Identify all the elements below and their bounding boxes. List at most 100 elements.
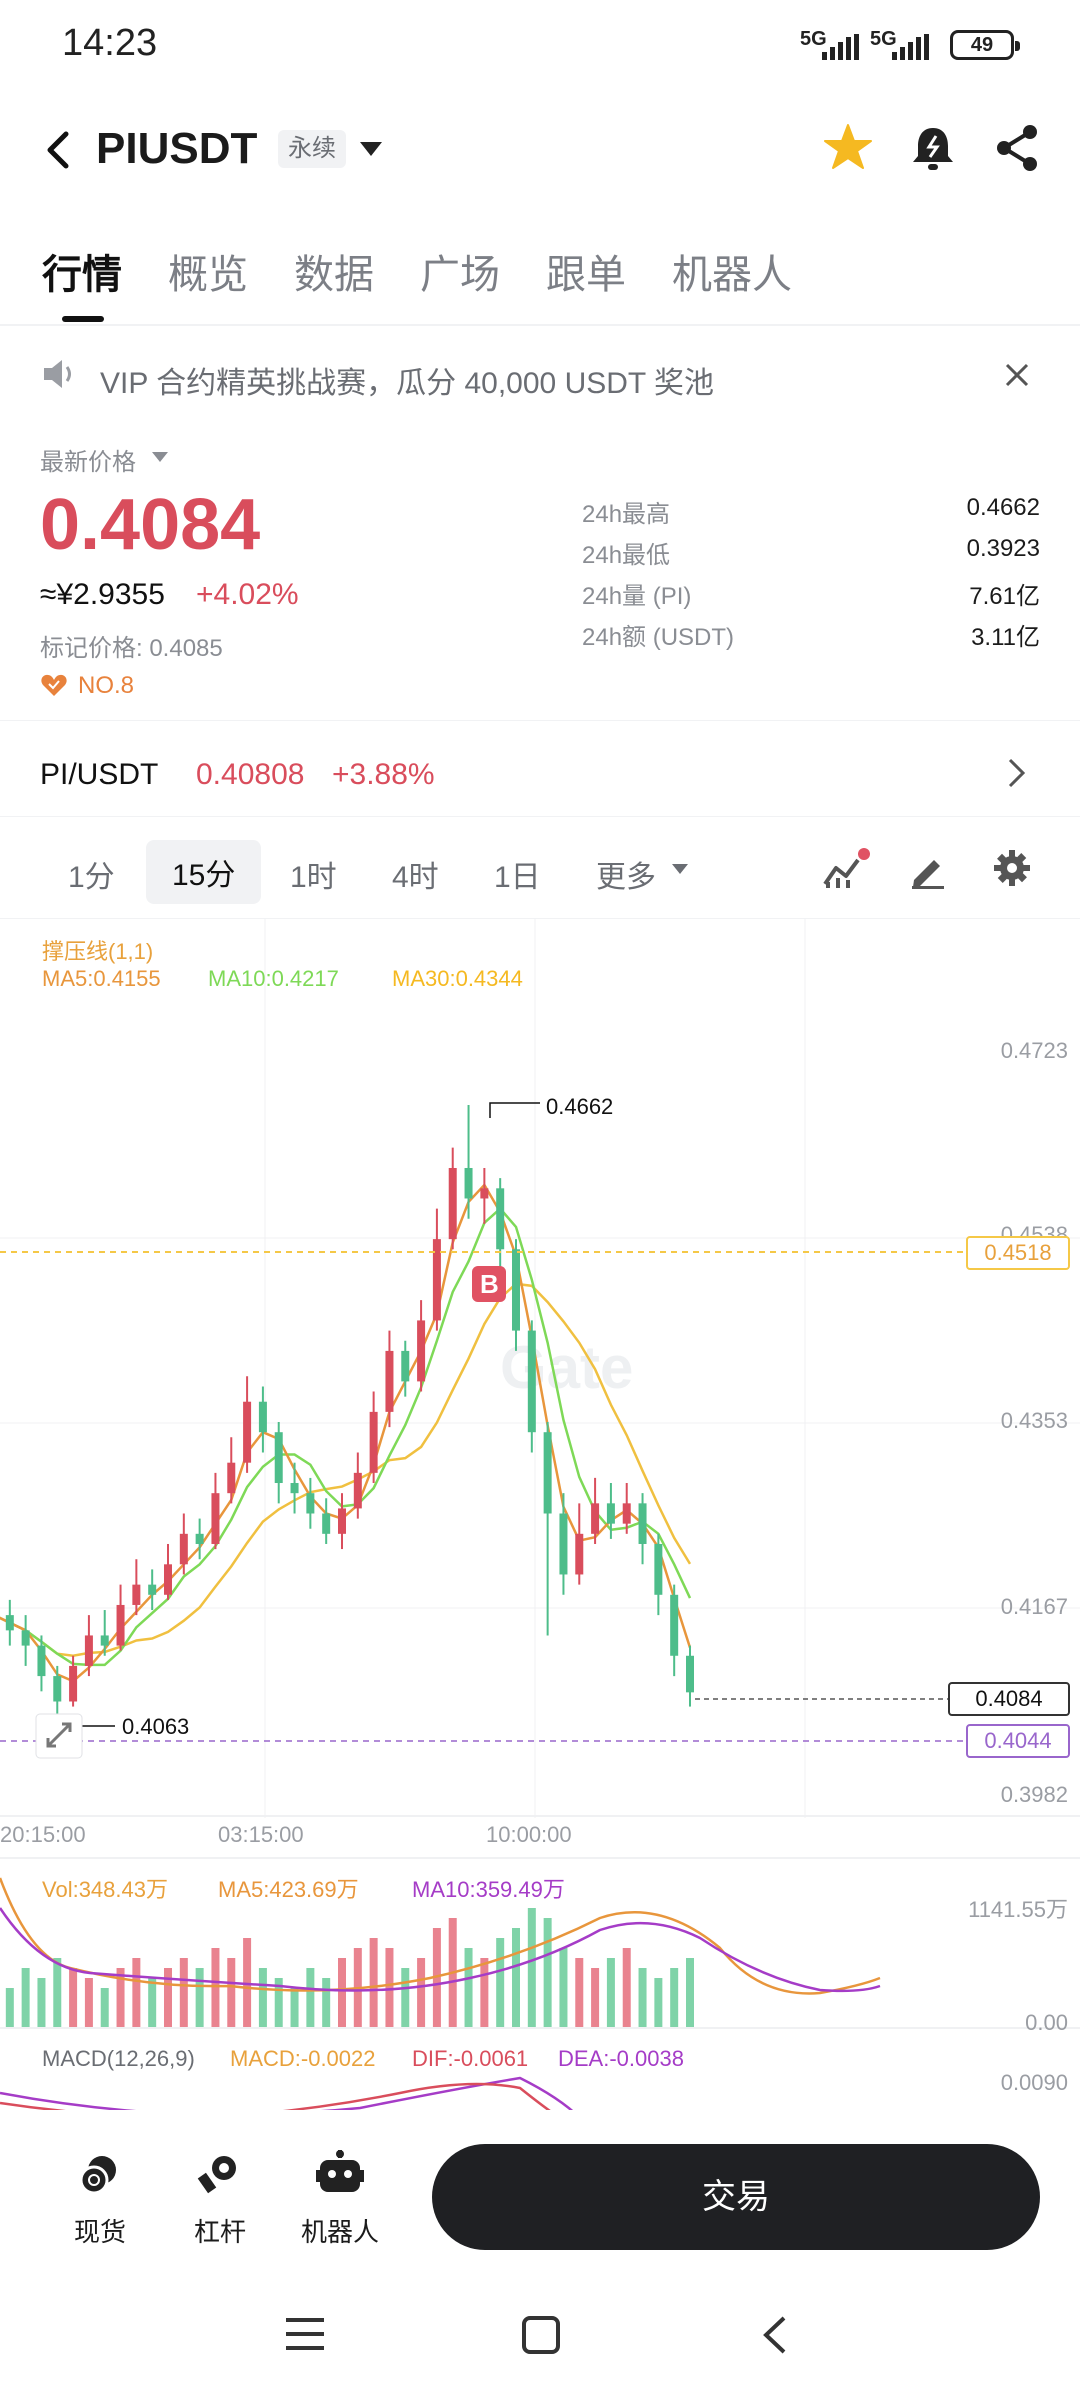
contract-type-badge[interactable]: 永续 (278, 130, 346, 168)
volume-bar (69, 1968, 78, 2028)
star-icon[interactable] (822, 122, 874, 174)
volume-bar (53, 1958, 62, 2028)
chevron-down-icon[interactable] (672, 864, 688, 876)
candle (243, 1401, 252, 1463)
volume-bar (559, 1948, 568, 2028)
stat-label-amount: 24h额 (USDT) (582, 624, 735, 651)
dif-value: DIF:-0.0061 (412, 2046, 529, 2071)
vol-max-tick: 1141.55万 (968, 1897, 1068, 1922)
candle (69, 1665, 78, 1702)
candle (385, 1350, 394, 1412)
interval-4h[interactable]: 4时 (392, 861, 439, 894)
menu-icon[interactable] (284, 2314, 328, 2354)
tab-square[interactable]: 广场 (420, 253, 500, 297)
margin-icon[interactable] (196, 2152, 244, 2196)
stat-label-low: 24h最低 (582, 542, 671, 569)
tab-bot[interactable]: 机器人 (672, 253, 792, 297)
macd-value: MACD:-0.0022 (230, 2046, 376, 2071)
ma5-label: MA5:0.4155 (42, 966, 161, 991)
volume-bar (606, 1958, 615, 2028)
tab-market[interactable]: 行情 (42, 253, 122, 297)
speaker-icon (44, 360, 71, 388)
candle (448, 1167, 457, 1240)
macd-title: MACD(12,26,9) (42, 2046, 195, 2071)
price-cny: ≈¥2.9355 (40, 578, 165, 611)
trade-button[interactable]: 交易 (432, 2144, 1040, 2250)
volume-bar (654, 1978, 663, 2028)
candle (480, 1188, 489, 1199)
candle (290, 1483, 299, 1494)
volume-bar (211, 1948, 220, 2028)
volume-bar (401, 1968, 410, 2028)
candle (37, 1645, 46, 1677)
spot-price: 0.40808 (196, 758, 305, 791)
volume-bar (464, 1948, 473, 2028)
candle (306, 1493, 315, 1514)
candle (132, 1584, 141, 1605)
vol-min-tick: 0.00 (1025, 2010, 1068, 2035)
candle (258, 1401, 267, 1433)
tab-indicator (62, 316, 104, 322)
volume-bar (116, 1968, 125, 2028)
volume-bar (575, 1958, 584, 2028)
support-price-tag[interactable]: 0.4518 (966, 1236, 1070, 1270)
candle (227, 1462, 236, 1494)
buy-marker[interactable] (472, 1266, 506, 1302)
draw-pen-icon[interactable] (908, 850, 948, 890)
alert-bell-icon[interactable] (908, 122, 958, 174)
candle (638, 1503, 647, 1544)
home-icon[interactable] (520, 2314, 562, 2356)
notice-text[interactable]: VIP 合约精英挑战赛，瓜分 40,000 USDT 奖池 (100, 367, 715, 400)
macd-top-tick: 0.0090 (1000, 2070, 1068, 2095)
nav-margin[interactable]: 杠杆 (193, 2217, 246, 2247)
interval-more[interactable]: 更多 (596, 861, 656, 894)
candle (179, 1533, 188, 1565)
interval-15m[interactable]: 15分 (146, 840, 262, 904)
tab-overview[interactable]: 概览 (168, 253, 248, 297)
spot-pair[interactable]: PI/USDT (40, 758, 159, 791)
tab-data[interactable]: 数据 (294, 253, 374, 297)
close-icon[interactable] (1004, 362, 1030, 388)
rank-badge[interactable]: NO.8 (78, 672, 135, 699)
pair-title[interactable]: PIUSDT (96, 124, 258, 173)
nav-bot[interactable]: 机器人 (300, 2217, 379, 2247)
volume-bar (195, 1968, 204, 2028)
candle (84, 1635, 93, 1666)
interval-1h[interactable]: 1时 (290, 861, 337, 894)
latest-price-label[interactable]: 最新价格 (40, 449, 136, 476)
candle (606, 1503, 615, 1524)
candlestick-chart[interactable]: Gate B (0, 918, 1080, 2128)
back-nav-icon[interactable] (756, 2314, 796, 2356)
robot-icon[interactable] (316, 2150, 364, 2196)
y-tick: 0.4167 (1000, 1594, 1068, 1619)
chevron-down-icon[interactable] (152, 452, 168, 464)
interval-1m[interactable]: 1分 (68, 861, 115, 894)
share-icon[interactable] (992, 122, 1042, 174)
volume-bar (290, 1988, 299, 2028)
signal-bars-icon (892, 34, 929, 60)
volume-bar (432, 1928, 441, 2028)
nav-spot[interactable]: 现货 (73, 2217, 126, 2247)
volume-bar (496, 1938, 505, 2028)
candle (21, 1630, 30, 1646)
chevron-right-icon[interactable] (1006, 756, 1028, 790)
vol-ma5-label: MA5:423.69万 (218, 1877, 359, 1902)
settings-gear-icon[interactable] (992, 848, 1032, 888)
back-icon[interactable] (40, 128, 76, 172)
indicator-chart-icon[interactable] (822, 848, 870, 890)
price-change: +4.02% (196, 578, 299, 611)
tab-copy-trading[interactable]: 跟单 (546, 253, 626, 297)
candle (322, 1513, 331, 1534)
last-price-tag: 0.4084 (948, 1682, 1070, 1716)
spot-change: +3.88% (332, 758, 435, 791)
rank-heart-icon (41, 674, 67, 696)
volume-bar (480, 1958, 489, 2028)
ma30-label: MA30:0.4344 (392, 966, 523, 991)
chevron-down-icon[interactable] (360, 142, 382, 158)
spot-coins-icon[interactable] (78, 2152, 122, 2196)
interval-1d[interactable]: 1日 (494, 861, 541, 894)
indicator-title[interactable]: 撑压线(1,1) (42, 939, 154, 964)
candle (5, 1615, 14, 1631)
buy-marker-label: B (480, 1269, 499, 1299)
stat-label-volume: 24h量 (PI) (582, 583, 692, 610)
